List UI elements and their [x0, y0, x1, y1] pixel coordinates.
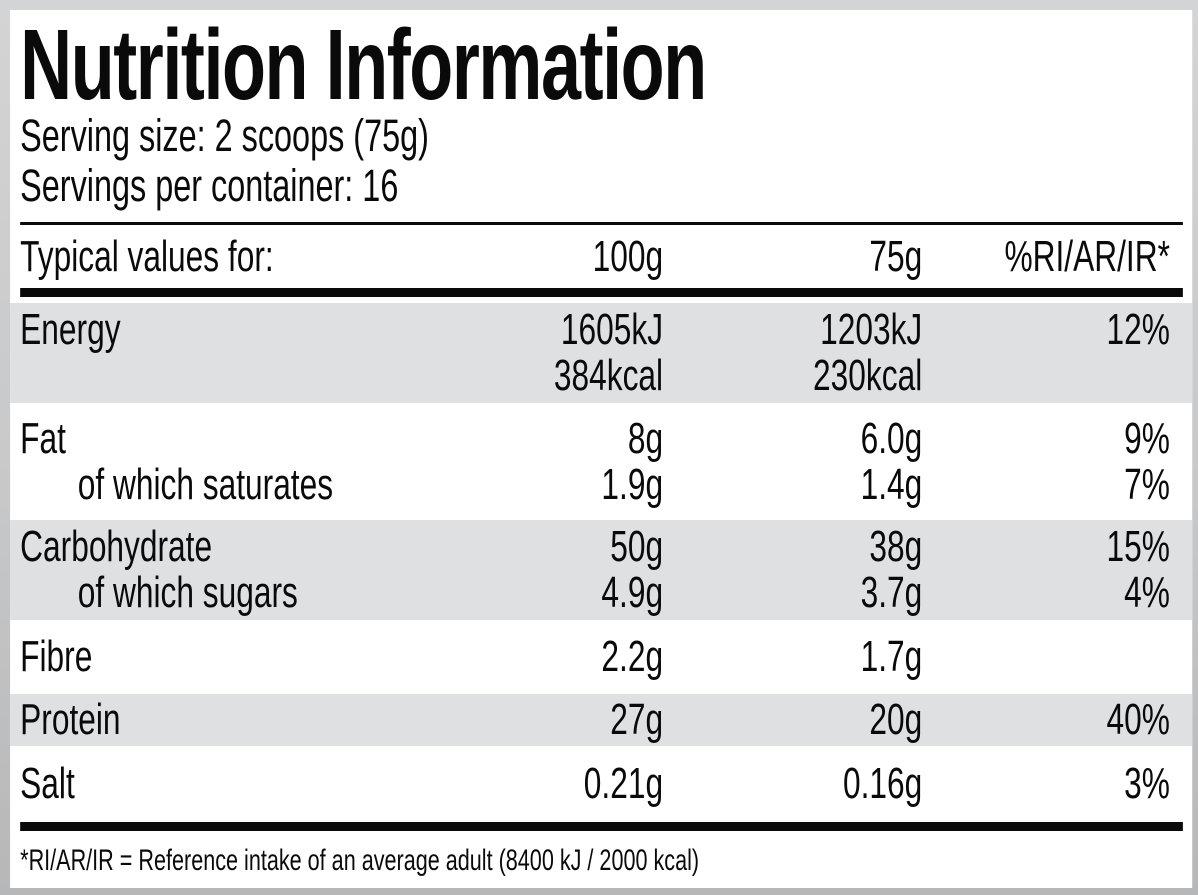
label-title: Nutrition Information — [20, 9, 707, 121]
value-per-100g: 1.9g — [601, 459, 664, 509]
value-ri-percent: 40% — [1106, 695, 1170, 744]
table-row-fibre: Fibre 2.2g 1.7g — [10, 620, 1192, 694]
table-row-salt: Salt 0.21g 0.16g 3% — [10, 746, 1192, 822]
value-per-75g: 230kcal — [813, 351, 923, 400]
nutrient-sublabel: of which saturates — [77, 459, 334, 509]
value-per-100g: 2.2g — [601, 632, 664, 681]
nutrient-label: Fat — [20, 413, 66, 463]
value-per-75g: 1203kJ — [820, 305, 923, 354]
table-row-protein: Protein 27g 20g 40% — [10, 694, 1193, 746]
servings-per-container-line: Servings per container: 16 — [20, 160, 399, 211]
table-row-carbohydrate: Carbohydrate 50g 38g 15% of which sugars… — [10, 520, 1193, 620]
value-per-75g: 20g — [869, 695, 923, 744]
reference-intake-footnote: *RI/AR/IR = Reference intake of an avera… — [20, 844, 700, 877]
value-per-100g: 8g — [627, 413, 664, 463]
value-per-100g: 27g — [610, 695, 664, 744]
value-per-100g: 384kcal — [553, 351, 664, 400]
nutrient-sublabel: of which sugars — [77, 568, 298, 617]
divider-top-thin — [20, 222, 1183, 225]
header-col-ri: %RI/AR/IR* — [1004, 231, 1170, 281]
value-per-75g: 6.0g — [860, 413, 923, 463]
table-line: Fat 8g 6.0g 9% — [20, 413, 1170, 463]
header-col-100g: 100g — [592, 231, 664, 281]
table-line: of which sugars 4.9g 3.7g 4% — [20, 570, 1170, 616]
table-body: Energy 1605kJ 1203kJ 12% 384kcal 230kcal… — [10, 303, 1193, 822]
table-line: Salt 0.21g 0.16g 3% — [20, 761, 1170, 807]
table-header-row: Typical values for: 100g 75g %RI/AR/IR* — [20, 225, 1183, 288]
table-line: Energy 1605kJ 1203kJ 12% — [20, 307, 1170, 353]
nutrition-label: Nutrition Information Serving size: 2 sc… — [10, 9, 1193, 888]
value-per-75g: 0.16g — [842, 759, 923, 808]
value-per-75g: 38g — [869, 522, 923, 571]
table-line: 384kcal 230kcal — [20, 353, 1170, 399]
value-per-100g: 50g — [610, 522, 664, 571]
table-row-energy: Energy 1605kJ 1203kJ 12% 384kcal 230kcal — [10, 303, 1193, 403]
divider-bottom-thick — [20, 822, 1183, 831]
table-line: Protein 27g 20g 40% — [20, 697, 1170, 743]
nutrient-label: Energy — [20, 305, 121, 354]
table-line: Fibre 2.2g 1.7g — [20, 634, 1170, 680]
value-ri-percent: 15% — [1106, 522, 1170, 571]
nutrient-label: Protein — [20, 695, 121, 744]
divider-header-thick — [20, 288, 1183, 297]
header-typical-values: Typical values for: — [20, 231, 274, 281]
nutrient-label: Carbohydrate — [20, 522, 213, 571]
serving-info: Serving size: 2 scoops (75g) Servings pe… — [20, 111, 1183, 211]
value-per-100g: 0.21g — [583, 759, 664, 808]
value-ri-percent: 3% — [1124, 759, 1170, 808]
value-ri-percent: 9% — [1124, 413, 1170, 463]
value-ri-percent: 7% — [1124, 459, 1170, 509]
table-row-fat: Fat 8g 6.0g 9% of which saturates 1.9g 1… — [10, 403, 1192, 520]
value-per-75g: 3.7g — [860, 568, 923, 617]
table-line: Carbohydrate 50g 38g 15% — [20, 524, 1170, 570]
value-per-100g: 1605kJ — [560, 305, 664, 354]
serving-size-line: Serving size: 2 scoops (75g) — [20, 110, 429, 161]
header-col-75g: 75g — [869, 231, 923, 281]
nutrient-label: Salt — [20, 759, 75, 808]
table-line: of which saturates 1.9g 1.4g 7% — [20, 459, 1170, 509]
value-per-100g: 4.9g — [601, 568, 664, 617]
value-per-75g: 1.7g — [860, 632, 923, 681]
value-ri-percent: 4% — [1124, 568, 1170, 617]
value-per-75g: 1.4g — [860, 459, 923, 509]
value-ri-percent: 12% — [1106, 305, 1170, 354]
nutrient-label: Fibre — [20, 632, 93, 681]
